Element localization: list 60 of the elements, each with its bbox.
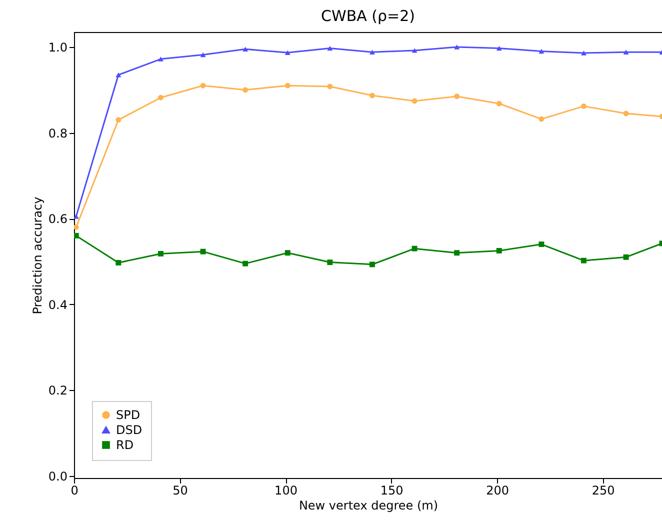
point [327, 46, 333, 51]
point [538, 116, 544, 122]
point [284, 82, 290, 88]
x-tick-label: 250 [592, 484, 615, 498]
point [158, 94, 164, 100]
point [116, 117, 122, 123]
point [74, 224, 79, 230]
point [327, 84, 333, 90]
point [454, 44, 460, 50]
point [623, 50, 629, 55]
x-tick-label: 150 [380, 484, 404, 498]
y-tick-label: 0.0 [48, 469, 68, 484]
point [454, 250, 460, 256]
point [496, 248, 502, 254]
point [284, 50, 290, 55]
point [623, 254, 629, 260]
point [242, 46, 248, 52]
point [158, 250, 164, 256]
point [200, 82, 206, 88]
legend-label: RD [116, 438, 134, 452]
y-tick-label: 0.6 [48, 212, 68, 226]
point [116, 260, 122, 266]
point [242, 87, 248, 93]
point [412, 246, 418, 252]
point [74, 214, 79, 219]
point [623, 110, 629, 116]
point [496, 100, 502, 106]
legend-label: DSD [116, 423, 142, 437]
point [284, 250, 290, 256]
point [116, 72, 122, 78]
point [369, 262, 375, 268]
x-tick-label: 200 [486, 484, 509, 498]
y-tick-label: 0.4 [48, 298, 68, 312]
x-axis-title: New vertex degree (m) [298, 498, 438, 512]
point [369, 92, 375, 98]
chart-title: CWBA (ρ=2) [321, 7, 415, 25]
point [200, 52, 206, 58]
y-axis-title: Prediction accuracy [30, 196, 44, 314]
point [200, 248, 206, 254]
x-tick-label: 50 [172, 484, 188, 498]
y-tick-label: 0.2 [48, 384, 68, 398]
point [538, 242, 544, 248]
y-tick-label: 1.0 [48, 40, 68, 55]
point [327, 260, 333, 266]
point [369, 50, 375, 55]
point [158, 56, 164, 62]
x-tick-label: 0 [70, 484, 78, 498]
point [581, 258, 586, 264]
point [581, 50, 586, 56]
point [454, 94, 460, 100]
point [581, 103, 586, 109]
legend-label: SPD [116, 408, 140, 422]
point [242, 260, 248, 266]
point [496, 46, 502, 51]
point [538, 48, 544, 54]
x-tick-label: 100 [274, 484, 298, 498]
point [412, 48, 418, 53]
point [74, 232, 79, 238]
point [412, 98, 418, 104]
y-tick-label: 0.8 [48, 126, 68, 140]
